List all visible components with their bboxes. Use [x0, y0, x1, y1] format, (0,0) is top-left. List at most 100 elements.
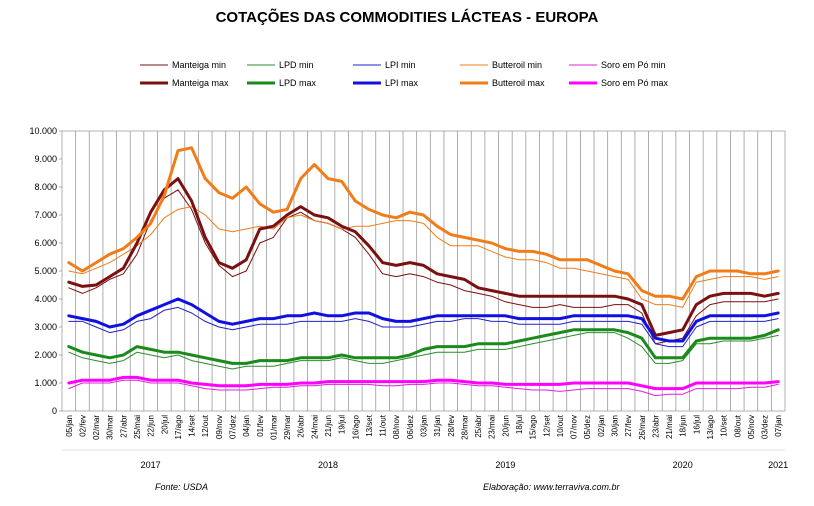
x-tick-label: 16/jul — [692, 415, 701, 434]
legend-label: LPD min — [279, 60, 314, 70]
x-tick-label: 07/dez — [229, 415, 238, 439]
x-tick-label: 05/jan — [65, 415, 74, 437]
legend-label: Manteiga max — [172, 78, 229, 88]
plot-area: 0 1.000 2.000 3.000 4.000 5.000 6.000 7.000 8.00… — [29, 126, 786, 440]
year-label: 2019 — [495, 460, 515, 470]
x-tick-label: 29/mar — [283, 415, 292, 440]
x-tick-label: 24/mai — [310, 415, 319, 439]
series-line-butteroil-max — [67, 146, 780, 301]
grid-lines — [75, 131, 772, 411]
legend-label: Soro em Pó min — [601, 60, 666, 70]
legend-item: LPI max — [353, 78, 419, 88]
x-tick-label: 16/ago — [351, 414, 360, 439]
x-tick-label: 28/mar — [460, 415, 469, 440]
x-tick-label: 05/nov — [747, 415, 756, 439]
legend-label: LPD max — [279, 78, 317, 88]
series-line-manteiga-max — [67, 177, 780, 337]
x-tick-label: 06/dez — [406, 415, 415, 439]
y-tick-label: 2.000 — [34, 350, 57, 360]
x-tick-label: 10/set — [720, 414, 729, 437]
series-line-butteroil-min — [68, 206, 779, 308]
legend: Manteiga min LPD min LPI min Butteroil min S… — [140, 60, 669, 88]
x-tick-label: 21/jun — [324, 415, 333, 437]
legend-item: Butteroil min — [460, 60, 542, 70]
year-label: 2018 — [318, 460, 338, 470]
x-tick-label: 09/nov — [215, 415, 224, 439]
legend-item: Butteroil max — [460, 78, 545, 88]
x-tick-label: 13/set — [365, 414, 374, 437]
x-tick-label: 30/jan — [610, 415, 619, 437]
x-tick-label: 04/jan — [242, 415, 251, 437]
y-tick-label: 6.000 — [34, 238, 57, 248]
x-tick-label: 12/set — [542, 414, 551, 437]
year-label: 2021 — [768, 460, 788, 470]
x-tick-label: 02/jan — [597, 415, 606, 437]
x-tick-label: 20/jul — [160, 415, 169, 434]
series-line-manteiga-min — [68, 189, 779, 345]
series-line-lpd-max — [67, 328, 780, 365]
x-tick-label: 03/jan — [420, 415, 429, 437]
legend-item: Manteiga min — [140, 60, 226, 70]
legend-item: Soro em Pó max — [569, 78, 669, 88]
series-line-soro-em-p-max — [67, 375, 780, 391]
x-tick-label: 27/fev — [624, 415, 633, 437]
plot-frame — [61, 130, 786, 412]
year-label: 2020 — [673, 460, 693, 470]
x-tick-label: 07/nov — [570, 415, 579, 439]
legend-item: LPD min — [247, 60, 314, 70]
x-tick-label: 22/jun — [147, 415, 156, 437]
chart-title: COTAÇÕES DAS COMMODITIES LÁCTEAS - EUROP… — [216, 8, 599, 26]
legend-item: LPI min — [353, 60, 416, 70]
x-tick-label: 02/mar — [92, 415, 101, 440]
year-axis: 2017 2018 2019 2020 2021 — [62, 449, 788, 470]
x-tick-label: 11/out — [379, 414, 388, 436]
credit-note: Elaboração: www.terraviva.com.br — [483, 482, 621, 492]
y-axis: 0 1.000 2.000 3.000 4.000 5.000 6.000 7.000 8.00… — [29, 126, 62, 416]
x-tick-label: 23/abr — [651, 415, 660, 438]
x-tick-label: 31/jan — [433, 415, 442, 437]
x-tick-label: 26/abr — [297, 415, 306, 438]
legend-label: Soro em Pó max — [601, 78, 669, 88]
legend-label: Manteiga min — [172, 60, 226, 70]
x-tick-label: 14/set — [188, 414, 197, 437]
x-tick-label: 08/nov — [392, 415, 401, 439]
x-tick-label: 30/mar — [106, 415, 115, 440]
x-tick-label: 25/abr — [474, 415, 483, 438]
x-tick-label: 10/out — [556, 414, 565, 437]
x-tick-label: 15/ago — [529, 414, 538, 439]
x-tick-label: 27/abr — [119, 415, 128, 438]
x-tick-label: 28/fev — [447, 415, 456, 437]
x-tick-label: 01/mar — [269, 415, 278, 440]
x-tick-label: 18/jun — [679, 415, 688, 437]
series-line-soro-em-p-min — [68, 379, 779, 397]
y-tick-label: 3.000 — [34, 322, 57, 332]
source-note: Fonte: USDA — [155, 482, 208, 492]
x-tick-label: 26/mar — [638, 415, 647, 440]
x-tick-label: 18/jul — [515, 415, 524, 434]
x-axis: 05/jan 02/fev 02/mar 30/mar 27/abr 25/mai 22/j… — [65, 414, 783, 440]
x-tick-label: 07/jan — [774, 415, 783, 437]
x-tick-label: 20/jun — [501, 415, 510, 437]
x-tick-label: 23/mai — [488, 415, 497, 439]
x-tick-label: 05/dez — [583, 415, 592, 439]
x-tick-label: 01/fev — [256, 415, 265, 437]
x-tick-label: 03/dez — [761, 415, 770, 439]
y-tick-label: 5.000 — [34, 266, 57, 276]
legend-label: Butteroil min — [492, 60, 542, 70]
y-tick-label: 1.000 — [34, 378, 57, 388]
x-tick-label: 12/out — [201, 414, 210, 437]
x-tick-label: 17/ago — [174, 414, 183, 439]
y-tick-label: 9.000 — [34, 154, 57, 164]
y-tick-label: 10.000 — [29, 126, 57, 136]
legend-label: LPI max — [385, 78, 419, 88]
x-tick-label: 08/out — [733, 414, 742, 437]
x-tick-label: 25/mai — [133, 415, 142, 439]
x-tick-label: 19/jul — [338, 415, 347, 434]
x-tick-label: 21/mai — [665, 415, 674, 439]
legend-item: LPD max — [247, 78, 317, 88]
y-tick-label: 0 — [52, 406, 57, 416]
series-line-lpi-max — [67, 297, 780, 343]
legend-item: Soro em Pó min — [569, 60, 666, 70]
x-tick-label: 02/fev — [78, 415, 87, 437]
